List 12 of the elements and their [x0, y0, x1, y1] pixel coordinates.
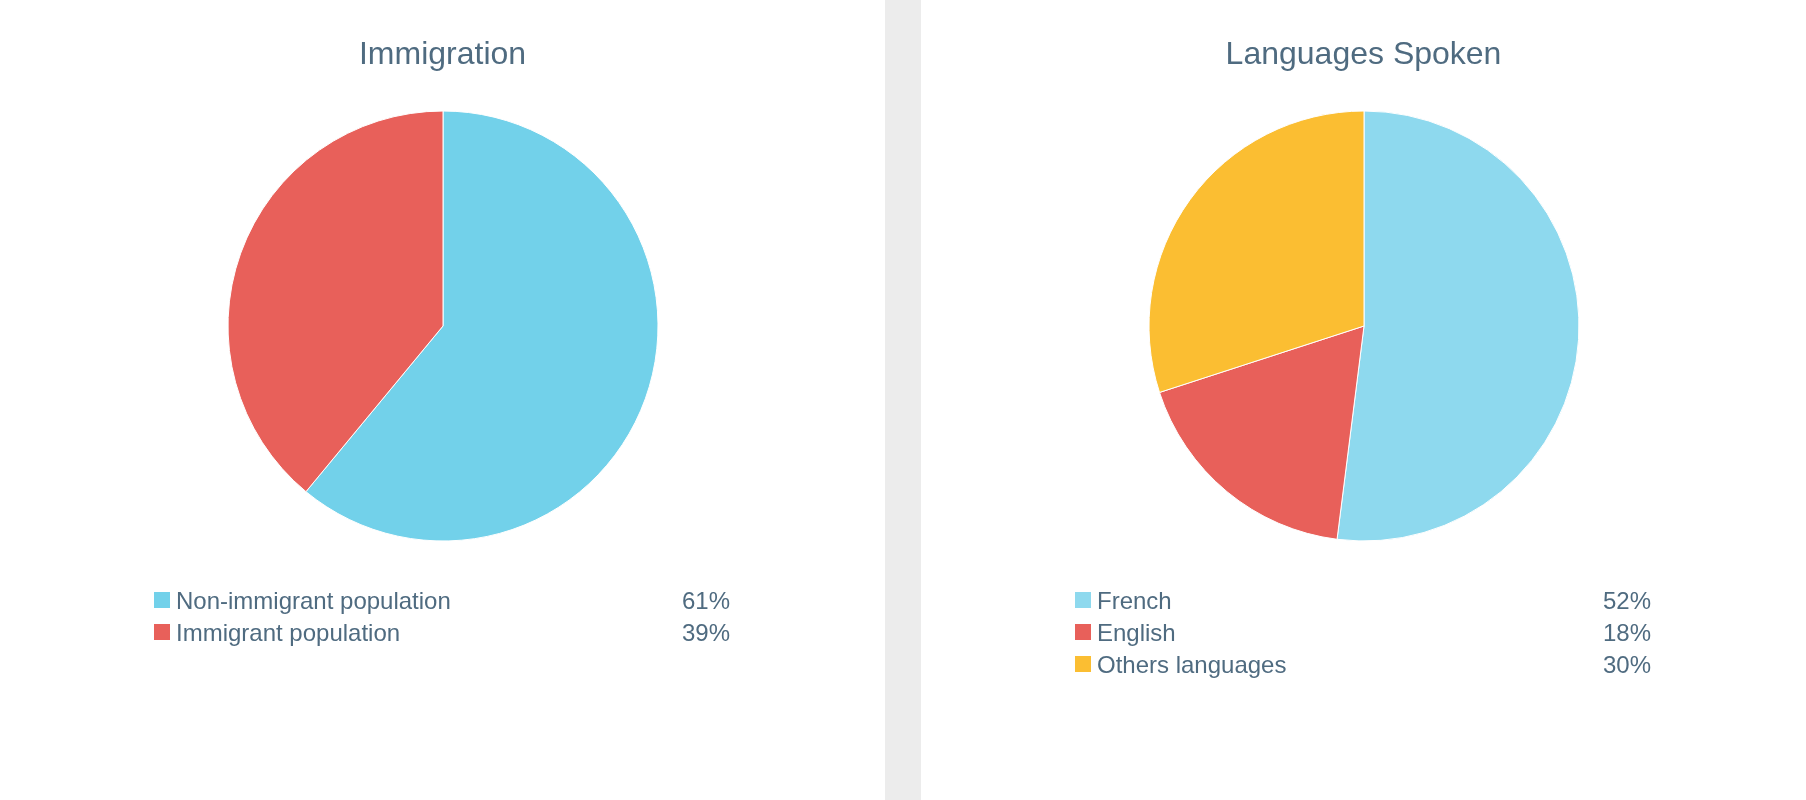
legend-label: English [1097, 618, 1176, 646]
legend-label: Others languages [1097, 650, 1287, 678]
data-label: 18% [1602, 618, 1651, 646]
legend-label: French [1097, 586, 1172, 614]
legend-label: Non-immigrant population [176, 586, 451, 614]
data-label: 61% [681, 586, 730, 614]
data-label: 52% [1602, 586, 1651, 614]
chart-title: Immigration [358, 35, 527, 71]
chart-title: Languages Spoken [1225, 35, 1502, 71]
data-label: 39% [681, 618, 730, 646]
legend-label: Immigrant population [176, 618, 401, 646]
data-label: 30% [1602, 650, 1651, 678]
